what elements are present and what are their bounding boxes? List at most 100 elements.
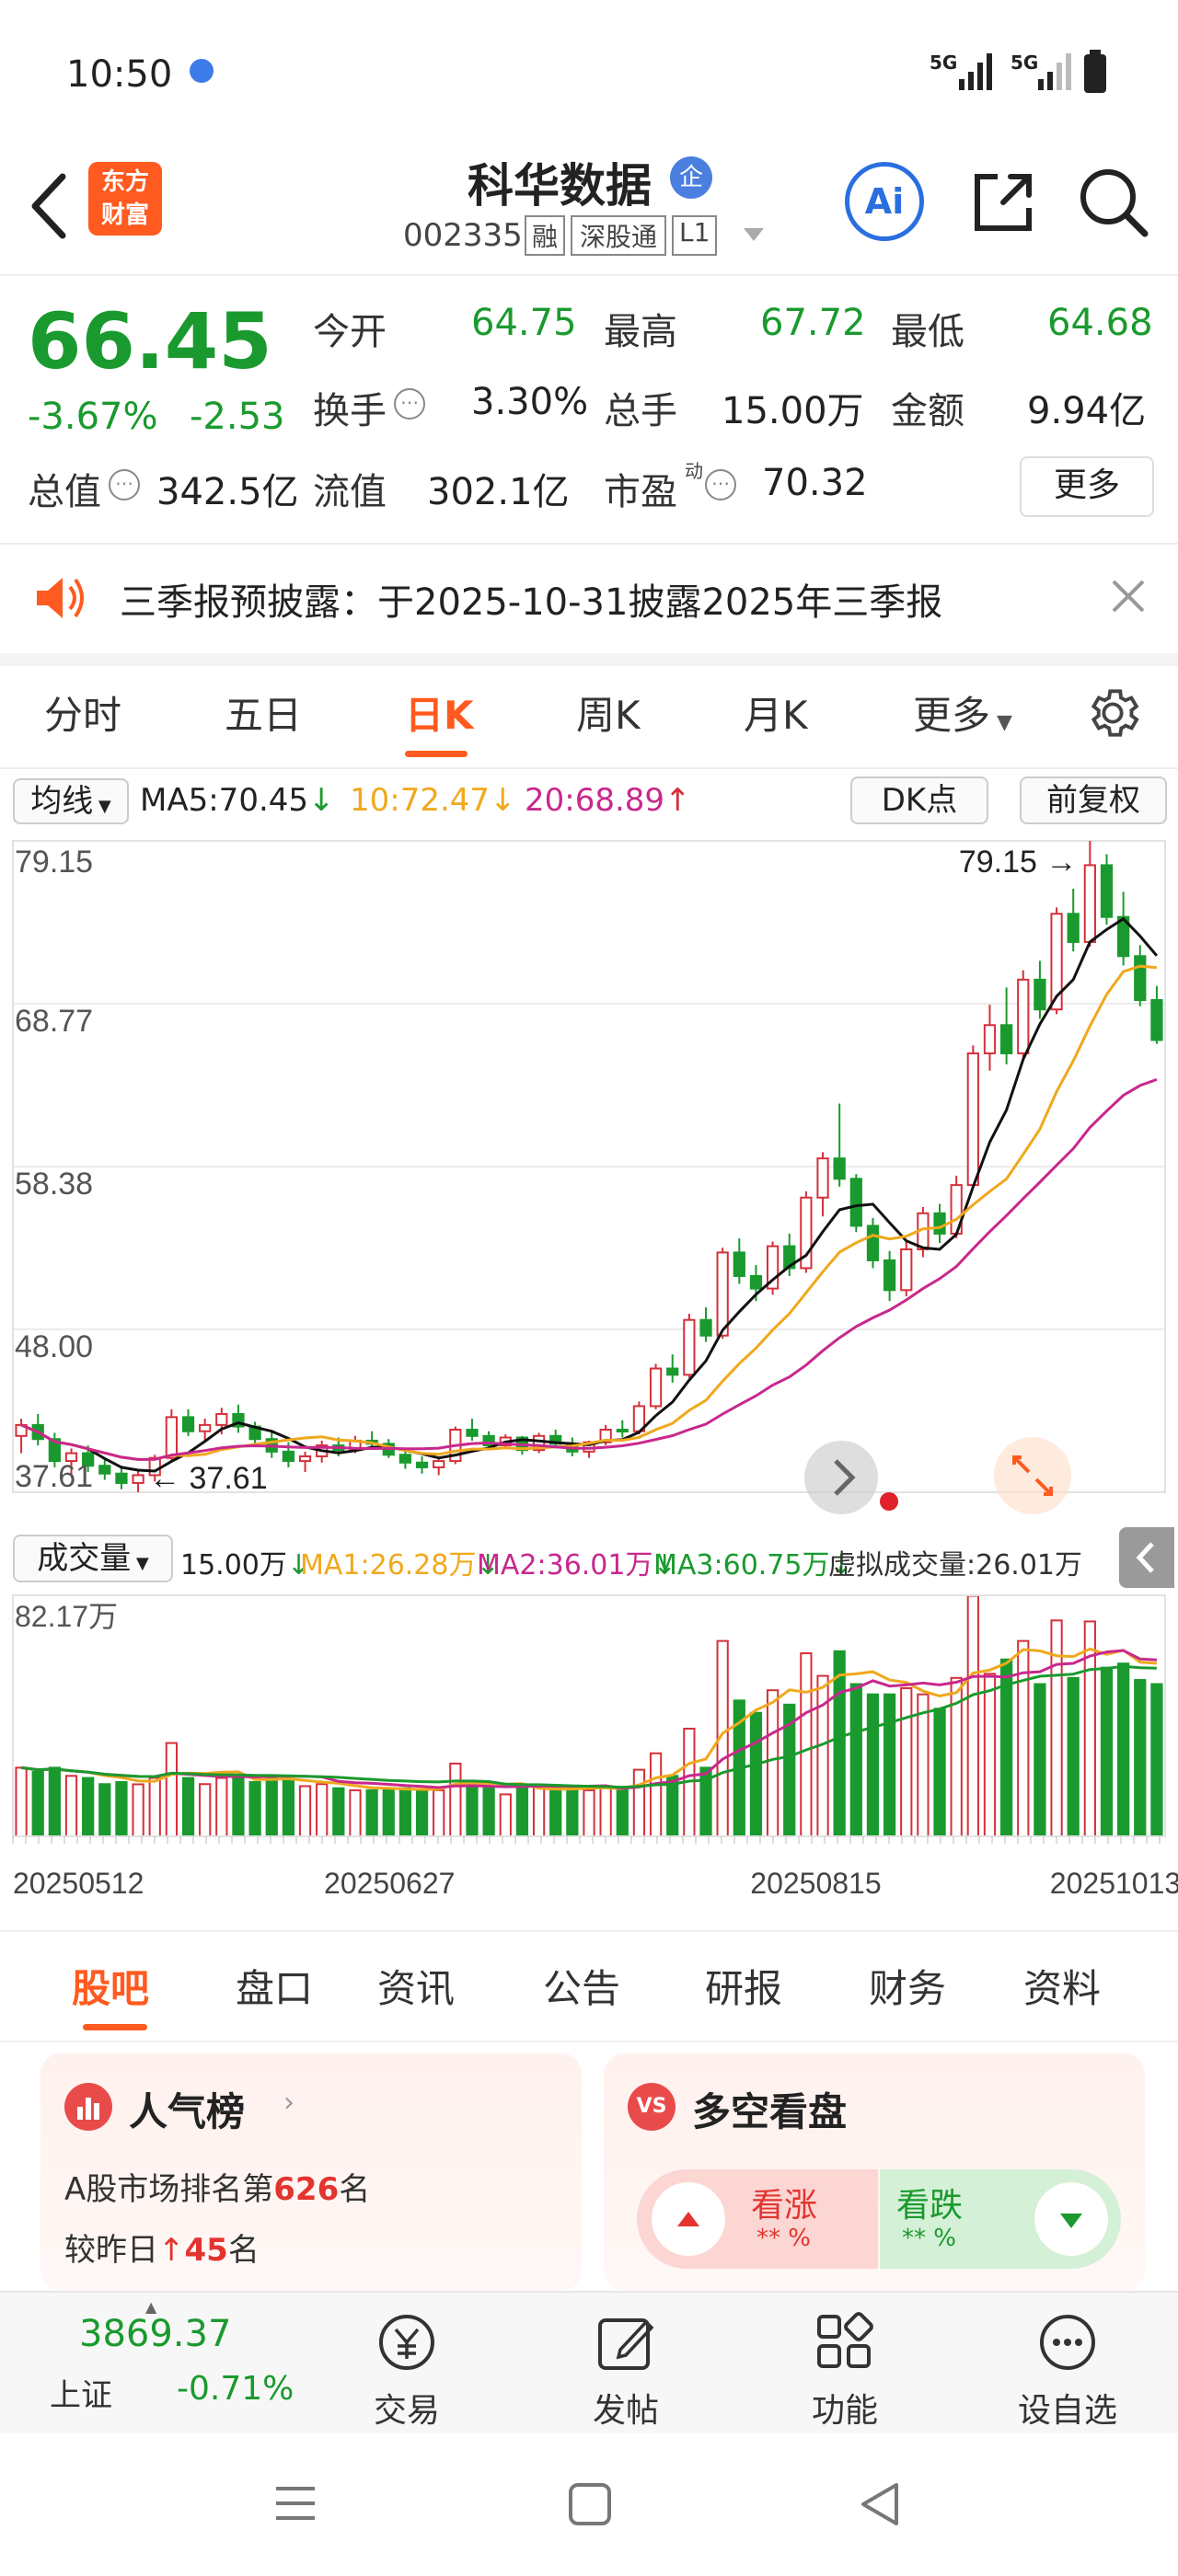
notice-bar[interactable]: 三季报预披露：于2025-10-31披露2025年三季报 bbox=[0, 543, 1178, 666]
candle-body bbox=[415, 1461, 429, 1468]
candle-body bbox=[599, 1428, 612, 1443]
tab-weekly-k[interactable]: 周K bbox=[576, 693, 641, 738]
candle-body bbox=[733, 1251, 745, 1277]
y-tick-label: 79.15 bbox=[15, 845, 93, 880]
vol-ma1: MA1:26.28万↓ bbox=[300, 1542, 500, 1582]
tab-pankou[interactable]: 盘口 bbox=[236, 1966, 314, 2011]
low-value: 64.68 bbox=[1047, 302, 1153, 344]
settings-gear-icon[interactable] bbox=[1082, 683, 1143, 743]
tab-research[interactable]: 研报 bbox=[705, 1966, 783, 2011]
eastmoney-logo[interactable]: 东方 财富 bbox=[88, 162, 162, 236]
volume-bar bbox=[1050, 1619, 1063, 1837]
y-tick-label: 48.00 bbox=[15, 1329, 93, 1364]
tab-financials[interactable]: 财务 bbox=[869, 1966, 947, 2011]
ai-label: Ai bbox=[864, 181, 905, 222]
candle-body bbox=[699, 1318, 712, 1337]
float-cap-value: 302.1亿 bbox=[427, 471, 570, 513]
ma20-line bbox=[20, 1077, 1158, 1461]
volume-bar bbox=[332, 1787, 345, 1837]
network-5g-label-1: 5G bbox=[930, 52, 958, 74]
nav-add-watchlist[interactable]: 设自选 bbox=[994, 2309, 1141, 2432]
tab-guba[interactable]: 股吧 bbox=[72, 1966, 150, 2011]
nav-post[interactable]: 发帖 bbox=[552, 2309, 699, 2432]
volume-bar bbox=[232, 1775, 245, 1838]
share-icon[interactable] bbox=[966, 166, 1040, 239]
edit-pencil-icon bbox=[598, 2318, 654, 2370]
nav-functions[interactable]: 功能 bbox=[771, 2309, 918, 2432]
bull-button[interactable]: 看涨 ** % bbox=[637, 2169, 878, 2269]
quote-panel: 66.45 -3.67% -2.53 今开 64.75 最高 67.72 最低 … bbox=[0, 276, 1178, 545]
volume-bar bbox=[816, 1674, 829, 1838]
candle-body bbox=[666, 1367, 679, 1376]
popularity-card[interactable]: 人气榜 › A股市场排名第626名 较昨日↑45名 bbox=[40, 2053, 582, 2291]
volume-bar bbox=[883, 1693, 896, 1837]
dropdown-arrow-icon[interactable] bbox=[742, 226, 766, 245]
next-chart-button[interactable] bbox=[804, 1441, 878, 1514]
tab-news[interactable]: 资讯 bbox=[377, 1966, 456, 2011]
vol-ma3-line bbox=[20, 1664, 1157, 1789]
candle-body bbox=[482, 1434, 495, 1447]
volume-bar bbox=[1067, 1676, 1080, 1837]
volume-bar bbox=[132, 1783, 144, 1837]
market-cap-info-icon[interactable]: ⋯ bbox=[109, 469, 140, 500]
stock-code: 002335 bbox=[403, 217, 523, 254]
tab-announcements[interactable]: 公告 bbox=[543, 1966, 621, 2011]
ai-assistant-button[interactable]: Ai bbox=[845, 162, 924, 241]
fullscreen-button[interactable] bbox=[994, 1437, 1071, 1514]
rank-up-arrow-icon: ↑ bbox=[158, 2232, 185, 2269]
index-name[interactable]: 上证 bbox=[50, 2377, 112, 2414]
indicator-select[interactable]: 成交量 ▼ bbox=[13, 1535, 173, 1582]
volume-bar bbox=[1134, 1679, 1147, 1837]
volume-bar bbox=[165, 1742, 179, 1837]
tab-daily-k[interactable]: 日K bbox=[405, 693, 474, 738]
speaker-icon bbox=[37, 578, 84, 618]
market-cap-value: 342.5亿 bbox=[156, 471, 299, 513]
volume-max-label: 82.17万 bbox=[15, 1600, 118, 1633]
nav-trade[interactable]: 交易 bbox=[333, 2309, 480, 2432]
bull-arrow-bg bbox=[652, 2182, 725, 2256]
virtual-volume: 虚拟成交量:26.01万 bbox=[828, 1549, 1082, 1581]
kline-chart[interactable]: 79.15 68.77 58.38 48.00 37.61 79.15 → ← 37.61 bbox=[0, 830, 1178, 1529]
candle-body bbox=[1034, 978, 1046, 1011]
candle-body bbox=[749, 1274, 763, 1290]
bull-bear-card[interactable]: VS 多空看盘 看涨 ** % 看跌 ** % bbox=[604, 2053, 1145, 2291]
tab-more[interactable]: 更多 ▼ bbox=[913, 684, 1012, 741]
candle-body bbox=[232, 1412, 245, 1428]
y-tick-label: 68.77 bbox=[15, 1004, 93, 1039]
back-arrow-icon[interactable] bbox=[26, 169, 72, 243]
tab-monthly-k[interactable]: 月K bbox=[744, 693, 808, 738]
close-notice-icon[interactable] bbox=[1110, 578, 1147, 615]
delta-suffix: 名 bbox=[227, 2232, 260, 2269]
more-quote-button[interactable]: 更多 bbox=[1020, 456, 1154, 517]
volume-chart[interactable]: 82.17万 20250512 20250627 20250815 20251013 bbox=[0, 1588, 1178, 1928]
candle-body bbox=[849, 1178, 862, 1227]
pe-info-icon[interactable]: ⋯ bbox=[705, 469, 736, 500]
candle-body bbox=[433, 1460, 445, 1468]
home-square-icon[interactable] bbox=[567, 2481, 613, 2527]
rank-prefix: A股市场排名第 bbox=[64, 2171, 274, 2208]
search-icon[interactable] bbox=[1075, 164, 1152, 241]
tab-five-day[interactable]: 五日 bbox=[225, 693, 303, 738]
volume-bar bbox=[933, 1708, 946, 1837]
ma5-down-arrow-icon: ↓ bbox=[308, 782, 335, 819]
candle-body bbox=[966, 1052, 979, 1187]
bull-percent: ** % bbox=[756, 2225, 811, 2252]
turnover-info-icon[interactable]: ⋯ bbox=[394, 388, 425, 420]
adjust-mode-button[interactable]: 前复权 bbox=[1020, 776, 1167, 824]
index-value[interactable]: 3869.37 bbox=[79, 2313, 232, 2355]
dk-point-button[interactable]: DK点 bbox=[850, 776, 988, 824]
menu-icon[interactable] bbox=[272, 2483, 318, 2525]
ma-type-select[interactable]: 均线 ▼ bbox=[13, 778, 129, 824]
tab-profile[interactable]: 资料 bbox=[1023, 1966, 1102, 2011]
grid-apps-icon bbox=[817, 2312, 873, 2368]
battery-icon bbox=[1084, 50, 1106, 93]
back-triangle-icon[interactable] bbox=[856, 2479, 902, 2529]
tab-intraday[interactable]: 分时 bbox=[44, 693, 122, 738]
x-tick-label: 20250815 bbox=[750, 1867, 881, 1900]
candle-body bbox=[115, 1472, 128, 1484]
volume-bar bbox=[98, 1783, 111, 1837]
collapse-panel-button[interactable] bbox=[1119, 1527, 1174, 1588]
more-dots-icon bbox=[1040, 2315, 1095, 2370]
volume-bar bbox=[365, 1788, 378, 1837]
bear-button[interactable]: 看跌 ** % bbox=[880, 2169, 1121, 2269]
